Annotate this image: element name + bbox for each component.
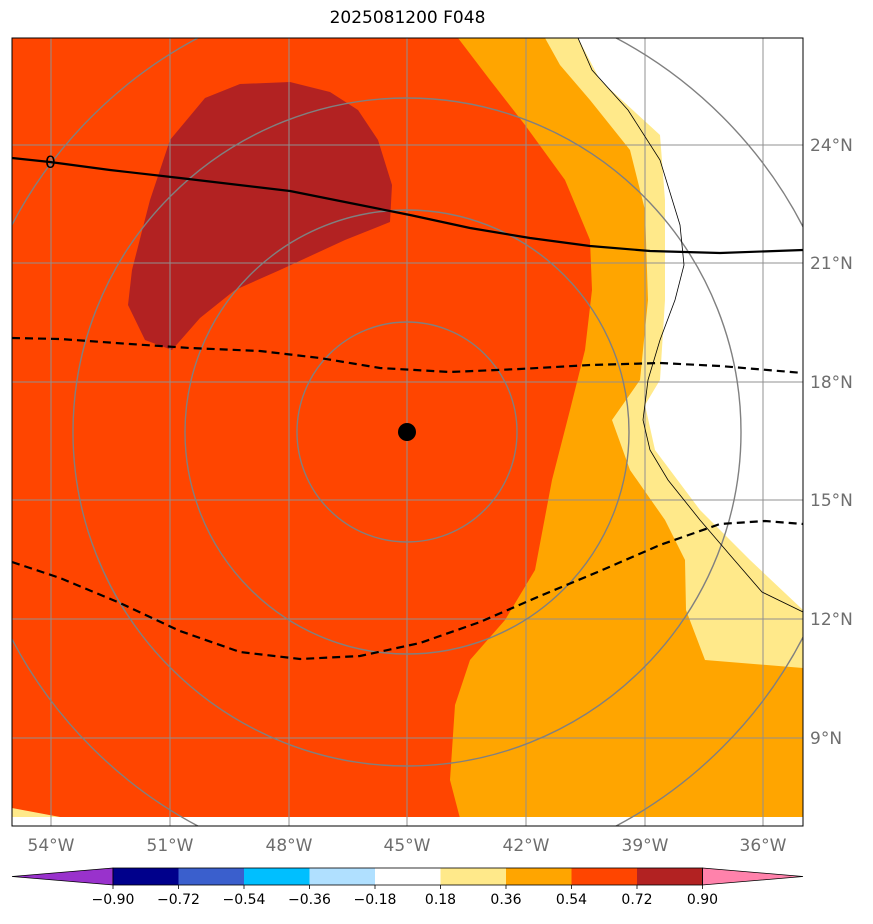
colorbar-tick-label: 0.90 xyxy=(687,892,718,908)
x-tick-label: 42°W xyxy=(503,836,550,856)
colorbar-tick-label: −0.54 xyxy=(223,892,266,908)
x-tick-label: 36°W xyxy=(740,836,787,856)
y-tick-labels: 24°N 21°N 18°N 15°N 12°N 9°N xyxy=(810,136,853,749)
y-tick-label: 9°N xyxy=(810,729,842,749)
contour-label: 0 xyxy=(45,153,56,173)
colorbar-tick-label: 0.18 xyxy=(425,892,456,908)
colorbar-tick-label: −0.72 xyxy=(157,892,200,908)
y-tick-label: 15°N xyxy=(810,491,853,511)
colorbar-tick-label: 0.36 xyxy=(490,892,521,908)
x-tick-label: 54°W xyxy=(28,836,75,856)
contour-dashed-upper xyxy=(12,336,803,375)
colorbar-segment xyxy=(113,868,179,885)
gridlines xyxy=(12,38,803,826)
x-tick-labels: 54°W 51°W 48°W 45°W 42°W 39°W 36°W xyxy=(28,836,787,856)
colorbar-segment xyxy=(506,868,572,885)
corner-fill xyxy=(12,808,60,817)
storm-center-marker xyxy=(398,423,416,441)
contour-solid-0 xyxy=(12,156,803,255)
coastline xyxy=(577,38,803,613)
colorbar-segment xyxy=(309,868,376,885)
x-tick-label: 51°W xyxy=(147,836,194,856)
colorbar-border xyxy=(112,867,703,886)
colorbar-segment xyxy=(637,868,703,885)
colorbar-tick-label: −0.90 xyxy=(92,892,135,908)
colorbar-segment xyxy=(375,868,441,885)
y-tick-label: 18°N xyxy=(810,373,853,393)
contour-dashed-lower xyxy=(12,519,803,661)
range-rings xyxy=(12,38,803,826)
shading-0.72-0.90 xyxy=(128,82,392,350)
colorbar-segment xyxy=(178,868,245,885)
y-tick-label: 12°N xyxy=(810,610,853,630)
colorbar-tick-label: −0.18 xyxy=(354,892,397,908)
map-frame xyxy=(11,37,804,827)
plot-title: 2025081200 F048 xyxy=(329,8,486,28)
x-tick-label: 39°W xyxy=(622,836,669,856)
colorbar-tick-label: 0.72 xyxy=(621,892,652,908)
colorbar-tick-label: −0.36 xyxy=(288,892,331,908)
colorbar: −0.90 −0.72 −0.54 −0.36 −0.18 0.18 0.36 0.54 0.7… xyxy=(11,867,804,908)
colorbar-segment xyxy=(440,868,507,885)
colorbar-tick-label: 0.54 xyxy=(556,892,587,908)
colorbar-extend-low xyxy=(11,867,114,886)
colorbar-segment xyxy=(571,868,638,885)
x-tick-label: 45°W xyxy=(384,836,431,856)
colorbar-extend-high xyxy=(702,867,804,886)
x-tick-label: 48°W xyxy=(266,836,313,856)
y-tick-label: 21°N xyxy=(810,254,853,274)
y-tick-label: 24°N xyxy=(810,136,853,156)
map-area: 0 xyxy=(12,38,803,826)
colorbar-segment xyxy=(244,868,310,885)
